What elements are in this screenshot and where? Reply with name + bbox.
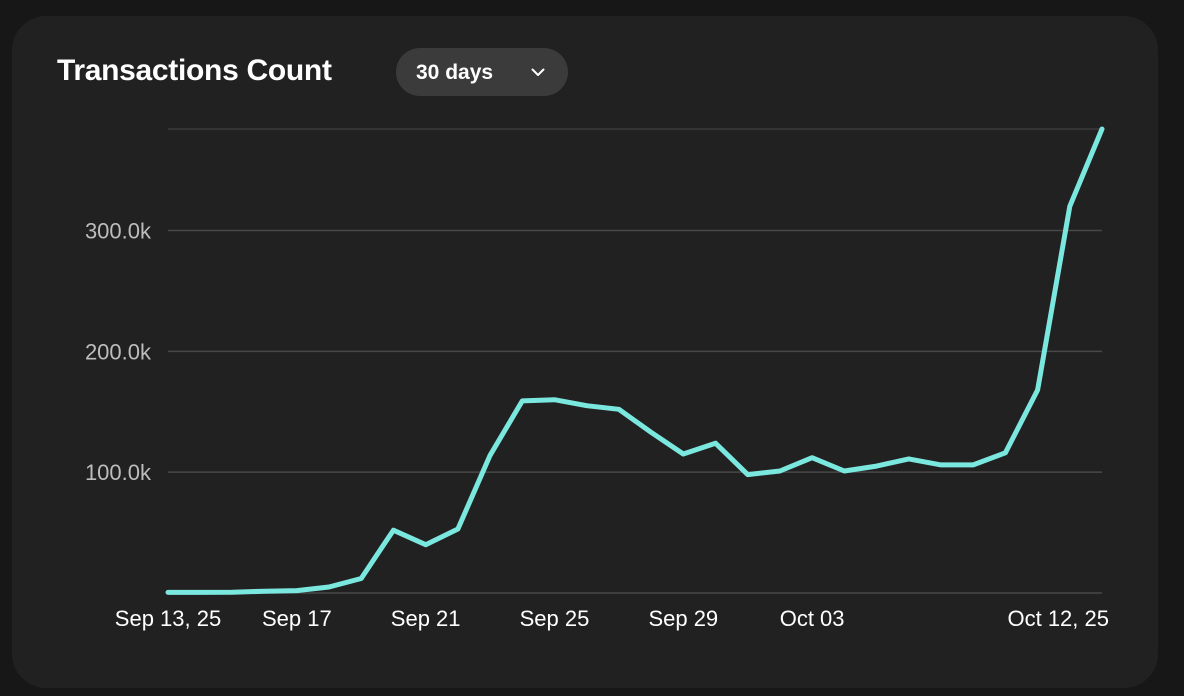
series-line — [165, 126, 1105, 595]
chevron-down-icon — [531, 68, 545, 76]
y-tick-label: 200.0k — [85, 339, 152, 364]
x-tick-label: Sep 17 — [262, 606, 332, 631]
x-tick-label: Oct 03 — [780, 606, 845, 631]
x-tick-label: Sep 13, 25 — [115, 606, 221, 631]
time-range-dropdown[interactable]: 30 days — [396, 48, 568, 96]
x-tick-label: Oct 12, 25 — [1007, 606, 1109, 631]
line-chart: 100.0k 200.0k 300.0k Sep 13, 25 Sep 17 Sep 21… — [85, 126, 1109, 631]
chart-title: Transactions Count — [57, 54, 332, 87]
y-tick-label: 300.0k — [85, 219, 152, 244]
time-range-label: 30 days — [416, 61, 494, 84]
x-tick-label: Sep 21 — [391, 606, 461, 631]
chart-card: Transactions Count 30 days 100.0k 200.0k 3… — [12, 16, 1158, 688]
chart-header: Transactions Count 30 days — [12, 16, 1158, 136]
y-tick-label: 100.0k — [85, 460, 152, 485]
x-tick-label: Sep 29 — [648, 606, 718, 631]
x-tick-label: Sep 25 — [520, 606, 590, 631]
